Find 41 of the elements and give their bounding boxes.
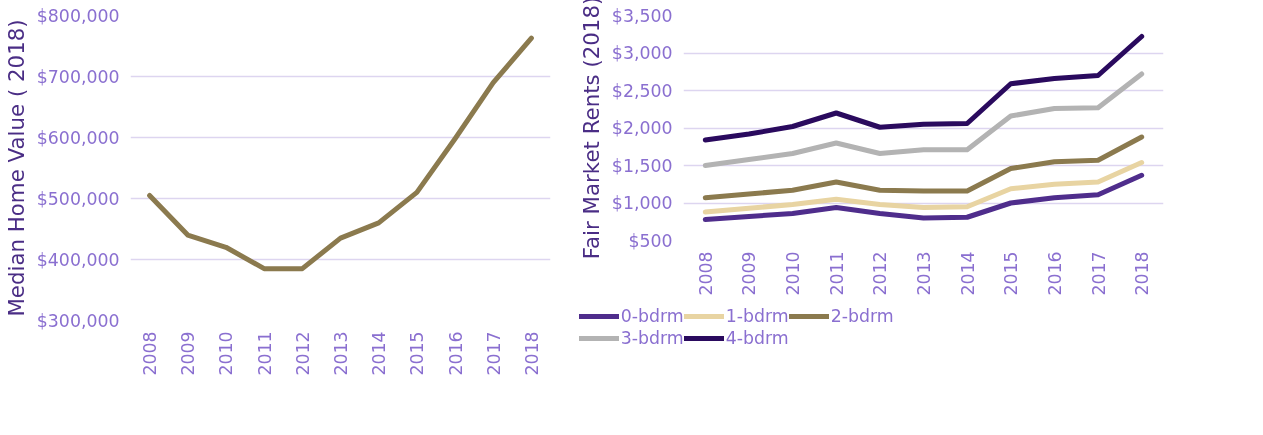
x-tick-label: 2016 bbox=[1044, 251, 1065, 296]
x-tick-label: 2015 bbox=[1001, 251, 1022, 296]
x-tick-label: 2010 bbox=[783, 251, 804, 296]
x-tick-label: 2014 bbox=[957, 251, 978, 296]
y-tick-label: $800,000 bbox=[36, 5, 120, 26]
x-tick-label: 2009 bbox=[178, 331, 199, 376]
y-tick-label: $400,000 bbox=[36, 249, 120, 270]
y-tick-label: $2,000 bbox=[611, 118, 673, 138]
y-tick-label: $300,000 bbox=[36, 310, 120, 331]
legend-label: 2-bdrm bbox=[830, 305, 894, 327]
y-tick-label: $500 bbox=[628, 230, 673, 251]
x-tick-label: 2011 bbox=[826, 251, 847, 296]
x-tick-label: 2012 bbox=[870, 251, 891, 296]
x-tick-label: 2011 bbox=[254, 331, 275, 376]
x-tick-label: 2008 bbox=[695, 251, 716, 296]
legend-label: 0-bdrm bbox=[620, 305, 684, 327]
x-tick-label: 2015 bbox=[407, 331, 428, 376]
y-tick-label: $1,000 bbox=[611, 193, 673, 213]
y-tick-label: $1,500 bbox=[611, 155, 673, 176]
x-tick-label: 2016 bbox=[445, 331, 466, 376]
x-tick-label: 2010 bbox=[216, 331, 237, 376]
x-tick-label: 2017 bbox=[483, 331, 504, 376]
x-tick-label: 2009 bbox=[739, 251, 760, 296]
legend-label: 3-bdrm bbox=[620, 327, 684, 349]
y-tick-label: $600,000 bbox=[36, 127, 120, 148]
x-tick-label: 2013 bbox=[331, 331, 351, 376]
x-tick-label: 2013 bbox=[914, 251, 934, 296]
legend-label: 4-bdrm bbox=[725, 327, 789, 349]
y-tick-label: $3,500 bbox=[611, 5, 673, 26]
legend-label: 1-bdrm bbox=[725, 305, 789, 327]
y-tick-label: $2,500 bbox=[611, 80, 673, 101]
y-tick-label: $500,000 bbox=[36, 188, 120, 209]
x-tick-label: 2017 bbox=[1088, 251, 1109, 296]
y-axis-title: Median Home Value ( 2018) bbox=[3, 19, 29, 317]
x-tick-label: 2008 bbox=[140, 331, 161, 376]
y-tick-label: $3,000 bbox=[611, 43, 673, 63]
x-tick-label: 2014 bbox=[369, 331, 390, 376]
x-tick-label: 2018 bbox=[521, 331, 542, 376]
x-tick-label: 2012 bbox=[292, 331, 313, 376]
x-tick-label: 2018 bbox=[1132, 251, 1153, 296]
y-tick-label: $700,000 bbox=[36, 66, 120, 87]
